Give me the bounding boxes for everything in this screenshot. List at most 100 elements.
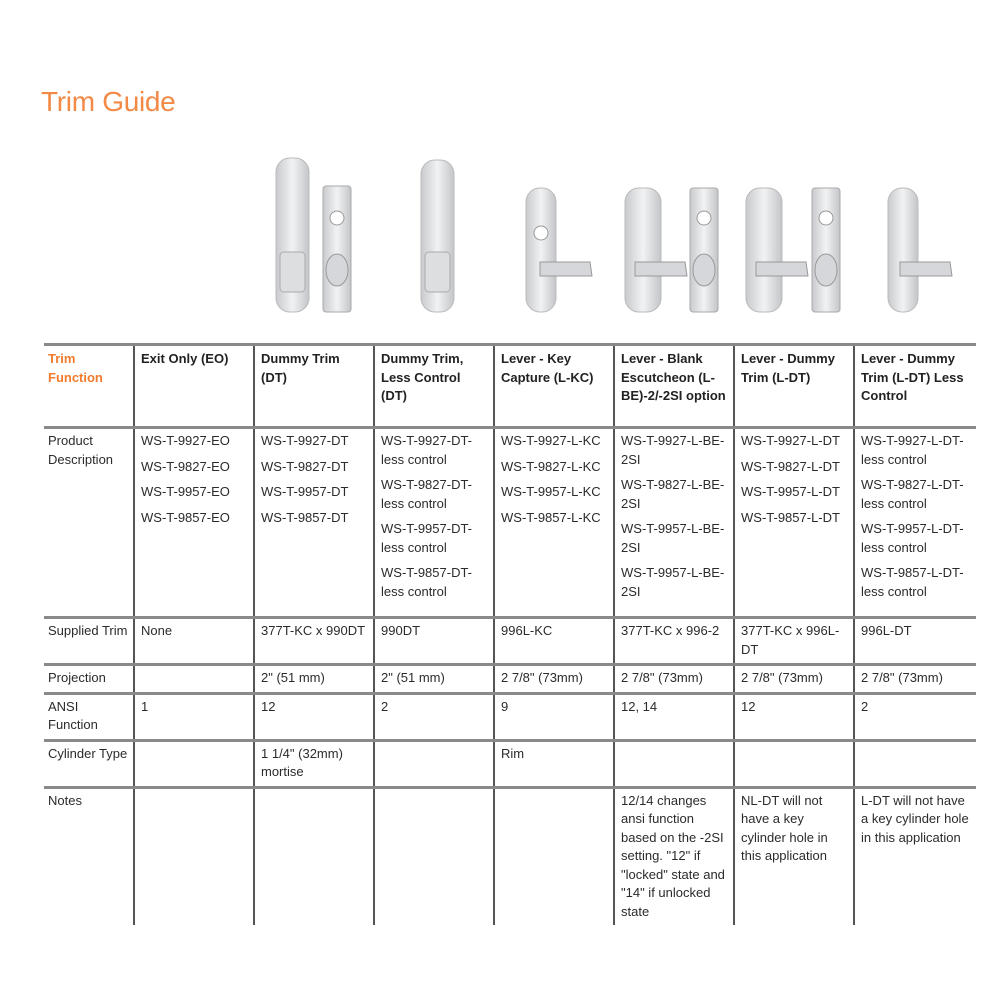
trim-guide-table: Trim Function Exit Only (EO) Dummy Trim (D…	[44, 343, 976, 925]
table-cell: 9	[493, 691, 614, 740]
product-code: WS-T-9957-EO	[141, 484, 230, 499]
table-cell: 1 1/4" (32mm) mortise	[253, 738, 374, 787]
table-cell	[133, 738, 254, 787]
table-cell: 2 7/8" (73mm)	[493, 663, 614, 693]
product-code: WS-T-9927-L-DT-less control	[861, 433, 964, 467]
product-code: WS-T-9957-L-DT	[741, 484, 840, 499]
row-label: Projection	[44, 663, 134, 693]
table-cell: WS-T-9927-L-KC WS-T-9827-L-KC WS-T-9957-L-…	[493, 426, 614, 618]
table-cell: 2" (51 mm)	[253, 663, 374, 693]
product-code: WS-T-9857-L-DT-less control	[861, 565, 964, 599]
column-header: Exit Only (EO)	[133, 343, 254, 428]
push-pad-trim-icon	[275, 157, 310, 313]
table-cell: 996L-KC	[493, 616, 614, 665]
row-label: Cylinder Type	[44, 738, 134, 787]
row-label: ANSI Function	[44, 691, 134, 740]
product-code: WS-T-9957-L-KC	[501, 484, 601, 499]
escutcheon-thumbturn-cylinder-icon	[689, 187, 719, 313]
product-code: WS-T-9827-L-DT	[741, 458, 840, 474]
product-code: WS-T-9827-EO	[141, 458, 230, 474]
table-cell: WS-T-9927-L-DT-less control WS-T-9827-L-D…	[853, 426, 976, 618]
table-cell: 2	[373, 691, 494, 740]
table-row: ANSI Function 1 12 2 9 12, 14 12 2	[44, 691, 976, 740]
product-code: WS-T-9857-EO	[141, 509, 230, 525]
row-label-trim-function: Trim Function	[44, 343, 134, 428]
lever-trim-icon	[745, 187, 809, 313]
table-cell: 12	[253, 691, 374, 740]
table-cell: WS-T-9927-L-BE-2SI WS-T-9827-L-BE-2SI WS-T…	[613, 426, 734, 618]
table-cell	[133, 663, 254, 693]
table-cell: 377T-KC x 996-2	[613, 616, 734, 665]
product-code: WS-T-9957-L-DT-less control	[861, 521, 964, 555]
column-header: Lever - Dummy Trim (L-DT)	[733, 343, 854, 428]
table-row-product-description: Product Description WS-T-9927-EO WS-T-9827…	[44, 426, 976, 618]
product-code: WS-T-9957-L-BE-2SI	[621, 521, 725, 555]
lever-with-cylinder-icon	[525, 187, 593, 313]
column-header: Dummy Trim (DT)	[253, 343, 374, 428]
product-code: WS-T-9827-L-DT-less control	[861, 477, 964, 511]
table-cell: WS-T-9927-DT WS-T-9827-DT WS-T-9957-DT WS-T…	[253, 426, 374, 618]
table-cell	[253, 785, 374, 925]
product-code: WS-T-9827-L-KC	[501, 458, 601, 474]
trim-images	[275, 157, 953, 313]
table-cell: None	[133, 616, 254, 665]
table-cell	[493, 785, 614, 925]
table-cell	[853, 738, 976, 787]
table-cell: L-DT will not have a key cylinder hole i…	[853, 785, 976, 925]
product-code: WS-T-9927-DT-less control	[381, 433, 473, 467]
product-code: WS-T-9927-EO	[141, 433, 230, 448]
table-cell: Rim	[493, 738, 614, 787]
table-row: Supplied Trim None 377T-KC x 990DT 990DT 996…	[44, 616, 976, 665]
table-cell	[373, 785, 494, 925]
table-row: Projection 2" (51 mm) 2" (51 mm) 2 7/8" (73…	[44, 663, 976, 693]
product-code: WS-T-9927-L-KC	[501, 433, 601, 448]
product-code: WS-T-9957-L-BE-2SI	[621, 565, 725, 599]
product-code: WS-T-9857-L-KC	[501, 509, 601, 525]
column-header: Dummy Trim, Less Control (DT)	[373, 343, 494, 428]
table-row: Notes 12/14 changes ansi function based o…	[44, 785, 976, 925]
header-row: Trim Function Exit Only (EO) Dummy Trim (D…	[44, 343, 976, 428]
product-code: WS-T-9927-L-BE-2SI	[621, 433, 725, 467]
table-cell: 1	[133, 691, 254, 740]
row-label: Supplied Trim	[44, 616, 134, 665]
product-code: WS-T-9827-DT-less control	[381, 477, 473, 511]
table-cell: 12, 14	[613, 691, 734, 740]
product-code: WS-T-9957-DT-less control	[381, 521, 473, 555]
lever-trim-icon	[887, 187, 953, 313]
page-title: Trim Guide	[41, 86, 176, 117]
product-code: WS-T-9827-L-BE-2SI	[621, 477, 725, 511]
row-label: Notes	[44, 785, 134, 925]
table-cell	[133, 785, 254, 925]
escutcheon-thumbturn-cylinder-icon	[322, 185, 352, 313]
table-cell	[373, 738, 494, 787]
table-cell: 990DT	[373, 616, 494, 665]
table-cell: NL-DT will not have a key cylinder hole …	[733, 785, 854, 925]
product-code: WS-T-9957-DT	[261, 484, 349, 499]
table-row: Cylinder Type 1 1/4" (32mm) mortise Rim	[44, 738, 976, 787]
product-code: WS-T-9857-L-DT	[741, 509, 840, 525]
table-cell: 2" (51 mm)	[373, 663, 494, 693]
escutcheon-thumbturn-cylinder-icon	[811, 187, 841, 313]
column-header: Lever - Key Capture (L-KC)	[493, 343, 614, 428]
table-cell: WS-T-9927-L-DT WS-T-9827-L-DT WS-T-9957-L-…	[733, 426, 854, 618]
column-header: Lever - Dummy Trim (L-DT) Less Control	[853, 343, 976, 428]
table-cell: 2 7/8" (73mm)	[853, 663, 976, 693]
table-cell: 2 7/8" (73mm)	[613, 663, 734, 693]
push-pad-trim-icon	[420, 159, 455, 313]
table-cell: 2	[853, 691, 976, 740]
table-cell: 2 7/8" (73mm)	[733, 663, 854, 693]
table-cell: WS-T-9927-EO WS-T-9827-EO WS-T-9957-EO WS-T…	[133, 426, 254, 618]
table-cell: 996L-DT	[853, 616, 976, 665]
table-cell: 12	[733, 691, 854, 740]
table-cell: 377T-KC x 990DT	[253, 616, 374, 665]
lever-trim-icon	[624, 187, 688, 313]
product-code: WS-T-9927-L-DT	[741, 433, 840, 448]
table-cell: 12/14 changes ansi function based on the…	[613, 785, 734, 925]
product-code: WS-T-9857-DT-less control	[381, 565, 473, 599]
table-cell	[733, 738, 854, 787]
column-header: Lever - Blank Escutcheon (L-BE)-2/-2SI o…	[613, 343, 734, 428]
row-label: Product Description	[44, 426, 134, 618]
table-cell: WS-T-9927-DT-less control WS-T-9827-DT-le…	[373, 426, 494, 618]
product-code: WS-T-9857-DT	[261, 509, 349, 525]
